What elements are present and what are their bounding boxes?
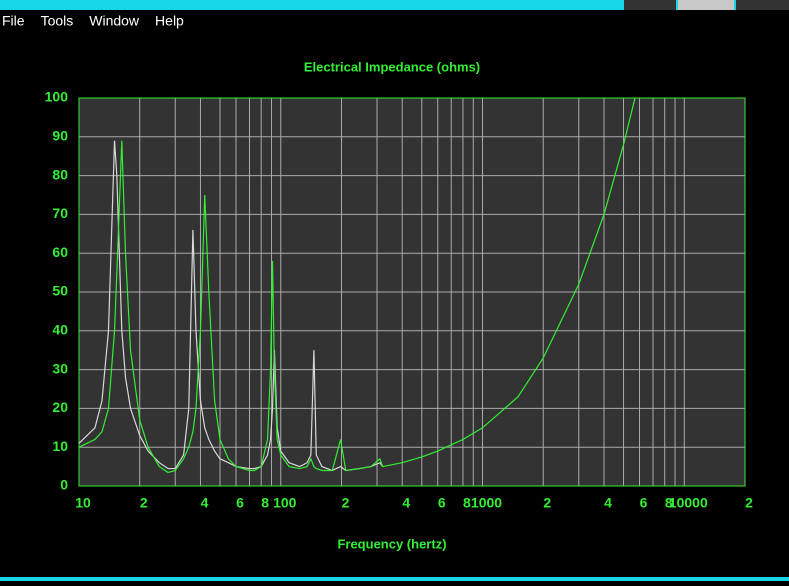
y-tick-label: 0 (60, 477, 68, 493)
y-tick-label: 90 (52, 128, 68, 144)
chart-title: Electrical Impedance (ohms) (304, 59, 480, 74)
x-tick-label: 4 (402, 495, 410, 511)
x-axis-label: Frequency (hertz) (337, 536, 446, 551)
x-tick-label: 1000 (471, 495, 502, 511)
x-tick-label: 10 (75, 495, 91, 511)
x-tick-label: 2 (342, 495, 350, 511)
x-tick-label: 100 (273, 495, 297, 511)
x-tick-label: 8 (463, 495, 471, 511)
y-tick-label: 80 (52, 166, 68, 182)
window-button[interactable] (678, 0, 734, 10)
x-tick-label: 2 (140, 495, 148, 511)
x-tick-label: 6 (640, 495, 648, 511)
menu-item[interactable]: Help (155, 13, 184, 29)
menu-item[interactable]: File (2, 13, 25, 29)
window-button[interactable] (624, 0, 676, 10)
status-bar (0, 577, 789, 581)
y-tick-label: 40 (52, 322, 68, 338)
y-tick-label: 30 (52, 360, 68, 376)
menu-bar: File Tools Window Help (2, 13, 184, 29)
y-tick-label: 10 (52, 438, 68, 454)
x-tick-label: 4 (201, 495, 209, 511)
y-tick-label: 60 (52, 244, 68, 260)
x-tick-label: 4 (604, 495, 612, 511)
x-tick-label: 2 (745, 495, 753, 511)
title-bar (0, 0, 789, 10)
menu-item[interactable]: Tools (41, 13, 74, 29)
impedance-line (78, 140, 384, 472)
x-tick-label: 8 (261, 495, 269, 511)
y-tick-label: 70 (52, 205, 68, 221)
x-tick-label: 6 (236, 495, 244, 511)
y-tick-label: 100 (45, 89, 69, 105)
impedance-line (78, 97, 636, 474)
x-tick-label: 6 (438, 495, 446, 511)
plot-border (78, 97, 746, 487)
x-tick-label: 2 (543, 495, 551, 511)
y-tick-label: 50 (52, 283, 68, 299)
x-tick-label: 10000 (669, 495, 708, 511)
menu-item[interactable]: Window (89, 13, 140, 29)
window-button[interactable] (736, 0, 789, 10)
x-tick-label: 8 (665, 495, 673, 511)
y-tick-label: 20 (52, 399, 68, 415)
